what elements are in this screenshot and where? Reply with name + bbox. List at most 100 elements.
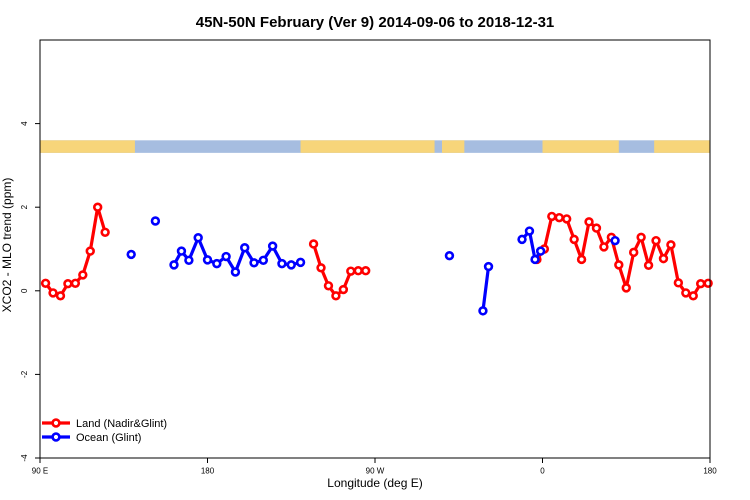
data-point <box>353 266 363 276</box>
data-point <box>316 263 326 273</box>
x-tick-label: 90 W <box>366 467 385 476</box>
data-point <box>666 240 676 250</box>
y-tick-label: -4 <box>20 454 29 462</box>
data-point <box>530 254 540 265</box>
x-tick-label: 90 E <box>32 467 48 476</box>
data-point <box>295 257 306 268</box>
data-point <box>614 260 624 270</box>
data-point <box>584 217 594 227</box>
data-point <box>230 267 241 277</box>
legend-label: Ocean (Glint) <box>76 432 141 444</box>
data-point <box>184 255 194 265</box>
y-tick-label: 0 <box>20 288 29 293</box>
data-point <box>535 246 546 256</box>
data-point <box>78 270 88 280</box>
legend-label: Land (Nadir&Glint) <box>76 418 167 430</box>
data-point <box>681 288 691 298</box>
data-point <box>212 258 222 269</box>
land-segment <box>654 140 710 153</box>
data-point <box>331 291 341 301</box>
x-axis: 90 E 180 90 W 0 180 <box>32 458 717 476</box>
data-point <box>221 251 231 262</box>
data-point <box>55 291 66 301</box>
data-point <box>176 246 187 256</box>
land-segment <box>300 140 435 153</box>
data-point <box>569 234 579 245</box>
data-point <box>150 216 161 226</box>
legend: Land (Nadir&Glint) Ocean (Glint) <box>42 418 167 444</box>
y-axis: -4 -2 0 2 4 <box>20 121 40 462</box>
data-point <box>695 278 706 289</box>
data-point <box>267 241 278 251</box>
data-point <box>48 288 58 298</box>
data-point <box>643 260 654 271</box>
series-segment <box>639 235 651 267</box>
x-tick-label: 0 <box>540 467 545 476</box>
data-point <box>338 284 349 295</box>
data-point <box>688 291 698 301</box>
data-point <box>561 214 572 224</box>
surface-type-band <box>40 140 710 153</box>
data-point <box>249 258 259 268</box>
data-point <box>610 235 620 246</box>
data-point <box>323 281 334 291</box>
chart-title: 45N-50N February (Ver 9) 2014-09-06 to 2… <box>196 14 555 31</box>
y-tick-label: -2 <box>20 370 29 378</box>
legend-entry: Ocean (Glint) <box>42 432 141 444</box>
series-segment <box>579 220 591 262</box>
series-segment <box>669 243 680 285</box>
data-point <box>277 258 287 269</box>
data-point <box>524 226 535 236</box>
data-point <box>202 255 213 265</box>
data-point <box>576 254 587 265</box>
land-segment <box>40 140 135 153</box>
data-point <box>554 212 564 223</box>
x-tick-label: 180 <box>201 467 215 476</box>
series-layer <box>40 202 713 316</box>
series-segment <box>527 229 537 262</box>
x-axis-label: Longitude (deg E) <box>327 476 422 490</box>
land-segment <box>442 140 465 153</box>
legend-marker <box>51 418 61 428</box>
data-point <box>63 278 73 289</box>
data-point <box>547 211 557 222</box>
series-segment <box>88 205 100 253</box>
data-point <box>483 261 494 272</box>
data-point <box>258 255 269 265</box>
data-point <box>92 202 103 212</box>
data-point <box>444 250 455 261</box>
data-point <box>599 242 609 252</box>
data-point <box>40 278 51 288</box>
data-point <box>621 283 631 293</box>
data-point <box>517 234 527 245</box>
data-point <box>100 227 110 237</box>
data-point <box>703 278 713 288</box>
x-tick-label: 180 <box>703 467 717 476</box>
y-tick-label: 4 <box>20 121 29 126</box>
data-point <box>628 247 639 258</box>
data-point <box>346 266 356 276</box>
series-segment <box>624 250 636 290</box>
series-segment <box>542 214 554 251</box>
y-axis-label: XCO2 - MLO trend (ppm) <box>0 178 14 313</box>
data-point <box>360 266 371 276</box>
data-point <box>126 249 136 260</box>
legend-marker <box>51 432 61 442</box>
series-segment <box>481 264 491 313</box>
data-point <box>651 235 661 246</box>
data-point <box>286 260 296 270</box>
land-segment <box>542 140 619 153</box>
legend-entry: Land (Nadir&Glint) <box>42 418 167 430</box>
data-point <box>636 232 646 242</box>
series-land <box>40 202 713 301</box>
data-point <box>308 239 319 249</box>
plot-frame <box>39 39 711 459</box>
data-point <box>240 243 250 253</box>
data-point <box>658 253 669 264</box>
data-point <box>193 233 203 243</box>
data-point <box>591 223 602 233</box>
y-tick-label: 2 <box>20 204 29 209</box>
data-point <box>478 306 488 316</box>
data-point <box>673 278 684 288</box>
